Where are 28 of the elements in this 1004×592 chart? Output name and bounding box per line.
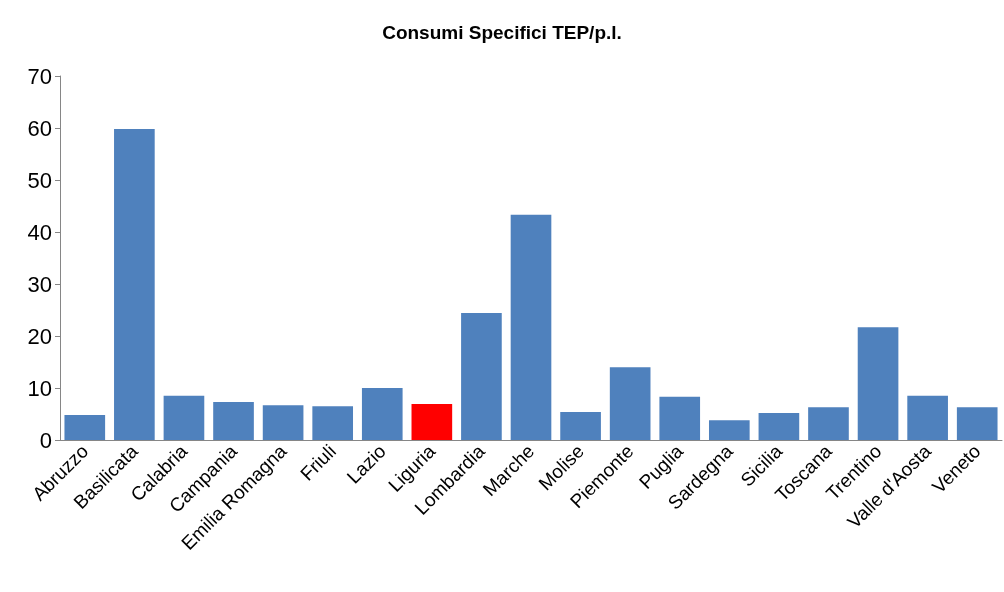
bar: [163, 395, 205, 440]
bar: [560, 411, 601, 440]
y-tick-label: 10: [27, 375, 52, 401]
y-tick-label: 40: [27, 219, 52, 245]
bar: [361, 388, 403, 440]
bar: [907, 395, 948, 440]
bar: [64, 415, 106, 440]
bar: [213, 402, 254, 440]
bar: [609, 367, 651, 440]
bar: [758, 412, 800, 440]
bar: [114, 129, 155, 440]
y-tick-label: 30: [27, 271, 52, 297]
y-tick-label: 50: [27, 167, 52, 193]
bar: [461, 313, 502, 440]
bar: [857, 327, 899, 440]
bar: [956, 407, 998, 440]
bar: [312, 406, 354, 440]
bar: [262, 405, 304, 440]
bar: [411, 404, 453, 440]
bar: [808, 407, 849, 440]
y-tick-label: 20: [27, 323, 52, 349]
y-tick-label: 0: [39, 427, 52, 453]
chart-title: Consumi Specifici TEP/p.l.: [382, 22, 622, 43]
bar: [659, 396, 701, 440]
bar: [510, 214, 552, 440]
y-tick-label: 60: [27, 115, 52, 141]
bar: [708, 420, 750, 440]
y-tick-label: 70: [27, 63, 52, 89]
